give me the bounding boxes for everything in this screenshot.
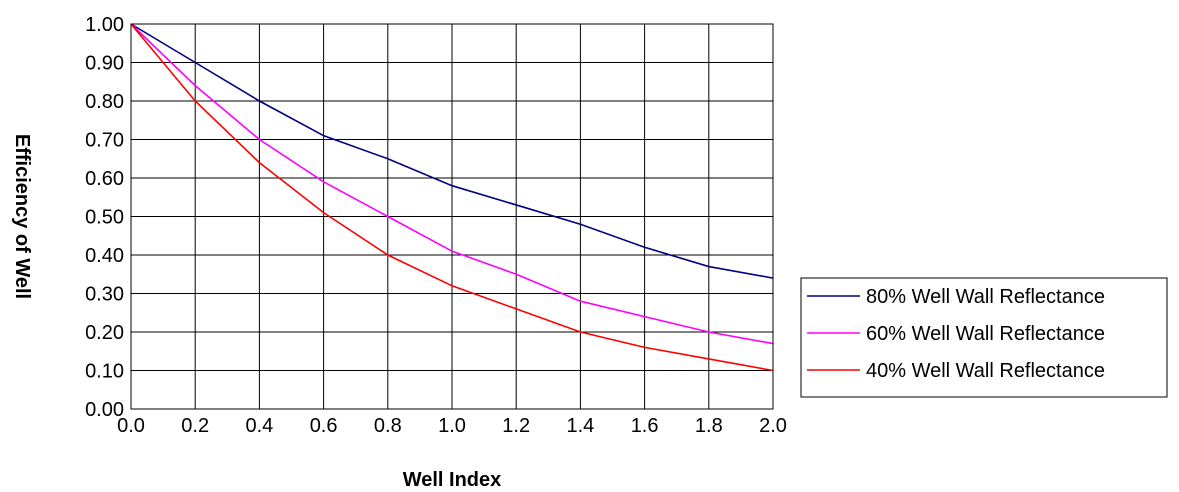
x-tick-label: 0.0: [117, 415, 145, 437]
series-line-3: [130, 23, 774, 372]
y-tick-label: 0.40: [85, 245, 124, 267]
y-tick-label: 0.30: [85, 284, 124, 306]
x-tick-label: 0.4: [245, 415, 273, 437]
x-tick-label: 1.8: [695, 415, 723, 437]
legend-box: [800, 277, 1168, 398]
y-tick-label: 0.50: [85, 207, 124, 229]
plot-frame: [130, 23, 774, 410]
y-tick-label: 0.00: [85, 399, 124, 421]
legend: 80% Well Wall Reflectance 60% Well Wall R…: [800, 277, 1168, 398]
x-tick-label: 1.6: [631, 415, 659, 437]
series-line-2: [130, 23, 774, 345]
y-tick-label: 0.60: [85, 168, 124, 190]
legend-item: 80% Well Wall Reflectance: [807, 286, 1105, 308]
y-tick-label: 0.90: [85, 53, 124, 75]
x-tick-label: 1.0: [438, 415, 466, 437]
x-tick-label: 1.2: [502, 415, 530, 437]
legend-label: 60% Well Wall Reflectance: [866, 323, 1105, 345]
x-tick-label: 0.2: [181, 415, 209, 437]
y-tick-label: 0.80: [85, 91, 124, 113]
x-axis-ticks: 0.0 0.2 0.4 0.6 0.8 1.0 1.2 1.4 1.6 1.8 2.0: [117, 415, 787, 437]
x-tick-label: 2.0: [759, 415, 787, 437]
legend-item: 40% Well Wall Reflectance: [807, 360, 1105, 382]
series-lines: [130, 23, 774, 372]
legend-item: 60% Well Wall Reflectance: [807, 323, 1105, 345]
series-line-1: [130, 23, 774, 279]
y-axis-ticks: 0.00 0.10 0.20 0.30 0.40 0.50 0.60 0.70 0.80 0.90…: [85, 14, 124, 421]
x-tick-label: 0.6: [310, 415, 338, 437]
y-tick-label: 0.10: [85, 361, 124, 383]
y-axis-title: Efficiency of Well: [11, 134, 33, 299]
x-tick-label: 0.8: [374, 415, 402, 437]
x-axis-title: Well Index: [403, 469, 502, 491]
y-tick-label: 0.20: [85, 322, 124, 344]
y-tick-label: 0.70: [85, 130, 124, 152]
legend-label: 40% Well Wall Reflectance: [866, 360, 1105, 382]
x-tick-label: 1.4: [566, 415, 594, 437]
legend-label: 80% Well Wall Reflectance: [866, 286, 1105, 308]
y-tick-label: 1.00: [85, 14, 124, 36]
